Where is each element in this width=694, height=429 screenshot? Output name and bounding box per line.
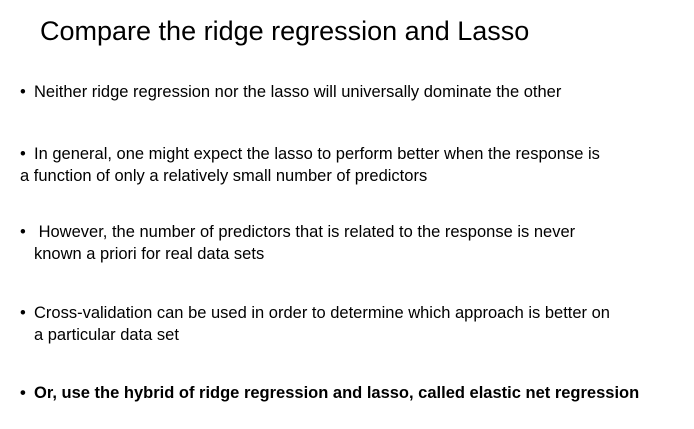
bullet-icon: • — [20, 304, 26, 322]
bullet-item: • In general, one might expect the lasso … — [20, 143, 680, 187]
bullet-item: • Neither ridge regression nor the lasso … — [20, 81, 680, 103]
bullet-text-continuation: a function of only a relatively small nu… — [20, 167, 428, 185]
bullet-icon: • — [20, 145, 26, 163]
bullet-icon: • — [20, 83, 26, 101]
bullet-line: • However, the number of predictors that… — [20, 221, 680, 243]
bullet-item: • Cross-validation can be used in order t… — [20, 302, 685, 346]
bullet-text: In general, one might expect the lasso t… — [34, 145, 600, 163]
bullet-text: Cross-validation can be used in order to… — [34, 304, 610, 322]
bullet-text: However, the number of predictors that i… — [38, 223, 576, 241]
bullet-line: • Cross-validation can be used in order t… — [20, 302, 685, 324]
bullet-text: Or, use the hybrid of ridge regression a… — [34, 384, 640, 402]
bullet-item: • However, the number of predictors that… — [20, 221, 680, 265]
bullet-line: • In general, one might expect the lasso … — [20, 143, 680, 165]
bullet-icon: • — [20, 223, 26, 241]
bullet-text-continuation: known a priori for real data sets — [34, 245, 265, 263]
bullet-text-continuation: a particular data set — [34, 326, 179, 344]
bullet-icon: • — [20, 384, 26, 402]
bullet-item: • Or, use the hybrid of ridge regression … — [20, 382, 685, 404]
bullet-line: • Or, use the hybrid of ridge regression … — [20, 382, 685, 404]
slide-title: Compare the ridge regression and Lasso — [40, 16, 530, 46]
bullet-text: Neither ridge regression nor the lasso w… — [34, 83, 562, 101]
bullet-line: • Neither ridge regression nor the lasso … — [20, 81, 680, 103]
